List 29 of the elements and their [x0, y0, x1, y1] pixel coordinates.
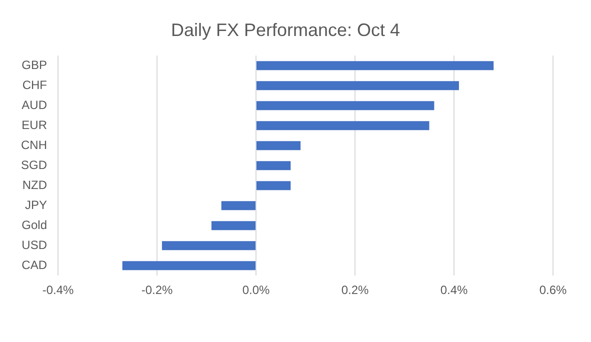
- y-tick-label: SGD: [20, 158, 48, 172]
- bar: [256, 141, 301, 150]
- y-tick-label: CHF: [22, 78, 48, 92]
- bar: [256, 181, 291, 190]
- chart-title: Daily FX Performance: Oct 4: [170, 20, 400, 40]
- y-tick-label: CNH: [21, 138, 48, 152]
- x-tick-label: 0.6%: [539, 283, 567, 298]
- bar: [162, 241, 256, 250]
- x-tick-label: 0.2%: [341, 283, 370, 298]
- bar: [256, 161, 291, 170]
- bar: [211, 221, 256, 230]
- x-tick-label: 0.4%: [440, 283, 468, 298]
- bar: [221, 201, 256, 210]
- bar: [256, 81, 459, 90]
- bar: [256, 121, 430, 130]
- x-tick-label: 0.0%: [242, 283, 270, 298]
- bar: [256, 61, 494, 70]
- y-tick-label: USD: [22, 238, 48, 252]
- y-tick-label: NZD: [22, 178, 48, 192]
- y-tick-label: CAD: [22, 258, 48, 272]
- bar: [122, 261, 256, 270]
- y-tick-label: AUD: [22, 98, 48, 112]
- bar: [256, 101, 434, 110]
- y-tick-label: EUR: [22, 118, 48, 132]
- x-tick-label: -0.2%: [141, 283, 173, 298]
- y-tick-label: Gold: [22, 218, 48, 232]
- x-tick-label: -0.4%: [42, 283, 74, 298]
- y-tick-label: JPY: [24, 198, 48, 212]
- y-tick-label: GBP: [22, 58, 48, 72]
